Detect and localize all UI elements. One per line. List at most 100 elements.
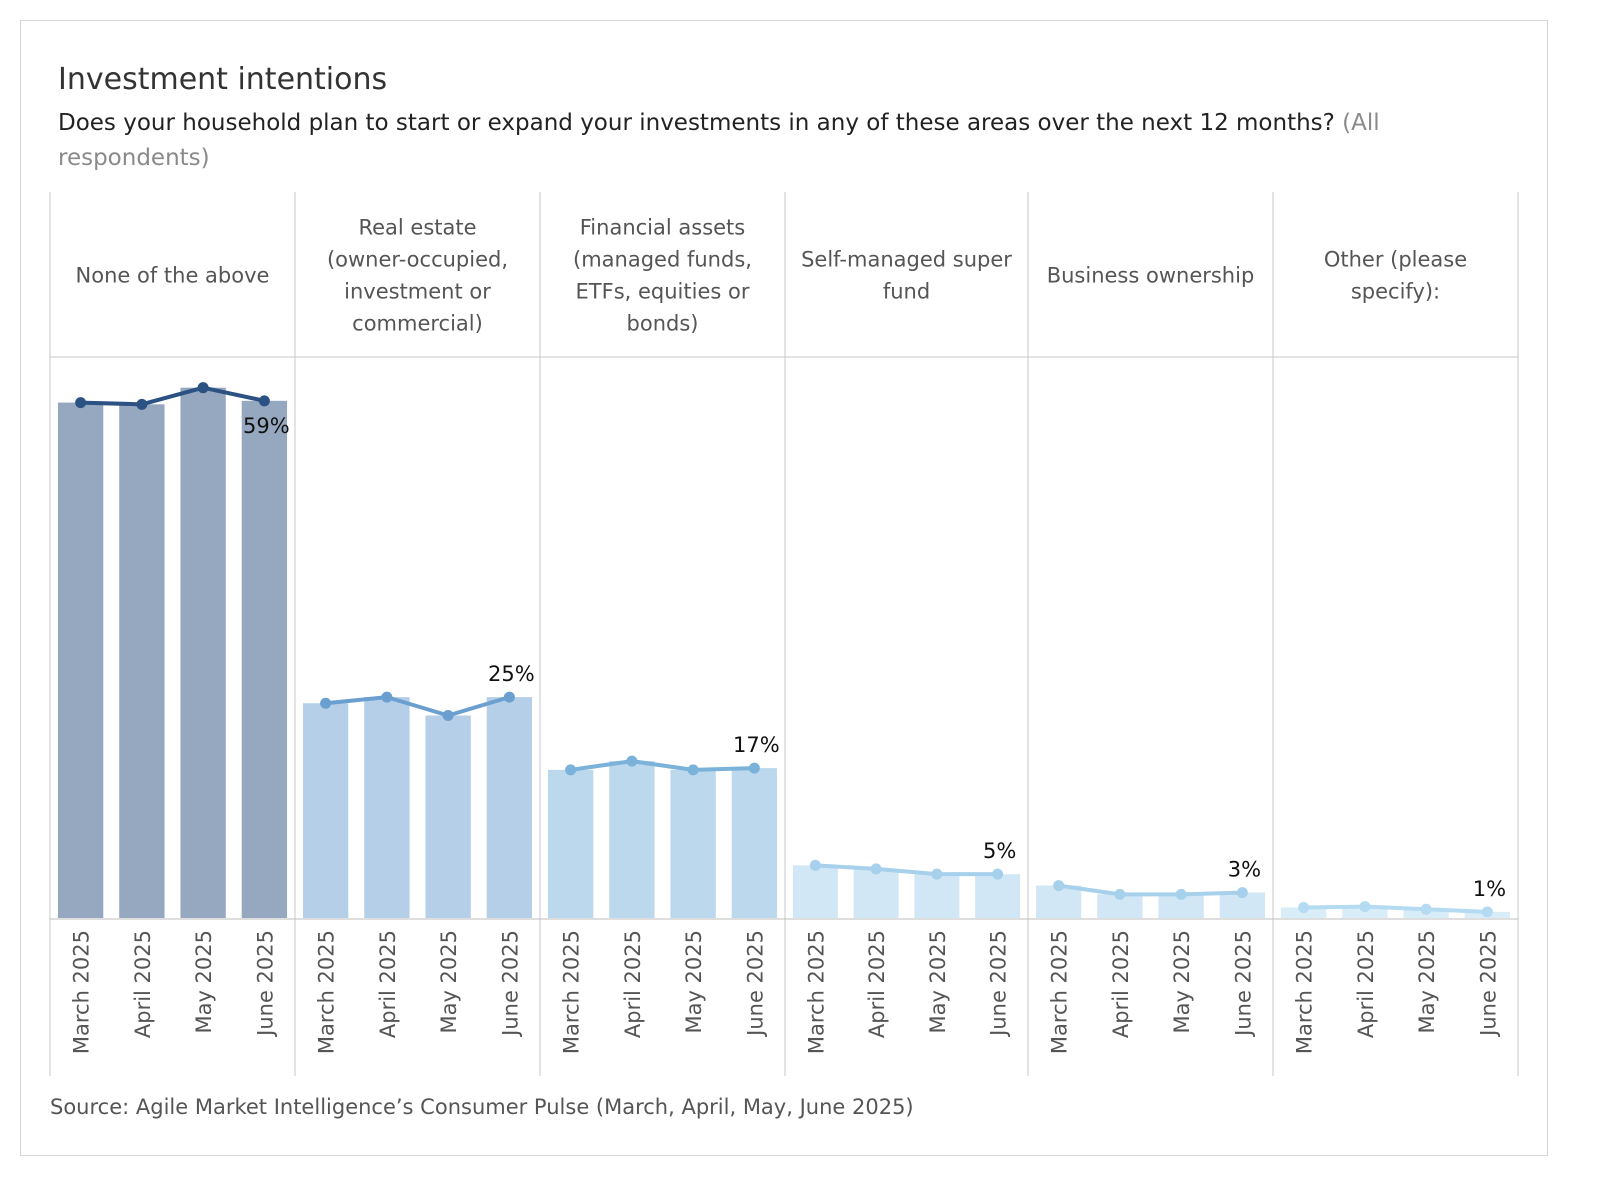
- panel-header-label: specify):: [1351, 280, 1440, 304]
- panel-header-label: Real estate: [358, 216, 476, 240]
- category-label: March 2025: [560, 930, 584, 1054]
- panel-header-label: bonds): [627, 312, 699, 336]
- panel-header-label: (owner-occupied,: [327, 248, 508, 272]
- data-point: [320, 697, 332, 709]
- category-label: June 2025: [498, 930, 522, 1038]
- data-label: 5%: [983, 839, 1016, 863]
- panel-header-label: ETFs, equities or: [576, 280, 750, 304]
- data-point: [565, 764, 577, 776]
- data-label: 59%: [243, 414, 290, 438]
- bar: [486, 697, 533, 918]
- data-point: [748, 762, 760, 774]
- panel-header-label: Business ownership: [1047, 264, 1255, 288]
- bar: [57, 402, 104, 918]
- data-point: [1114, 888, 1126, 900]
- data-point: [1236, 887, 1248, 899]
- bar: [1158, 894, 1204, 918]
- data-point: [442, 710, 454, 722]
- data-point: [503, 691, 515, 703]
- panel-header-label: fund: [883, 280, 930, 304]
- subtitle-note: (All respondents): [58, 110, 1380, 171]
- panel-header-label: None of the above: [76, 264, 270, 288]
- data-point: [1175, 888, 1187, 900]
- data-point: [75, 397, 87, 409]
- series-line: [80, 385, 265, 407]
- category-label: May 2025: [926, 930, 950, 1034]
- category-label: June 2025: [1231, 930, 1255, 1038]
- bar: [792, 865, 838, 918]
- series-line: [325, 695, 510, 718]
- category-label: March 2025: [804, 930, 828, 1054]
- bar: [853, 868, 899, 918]
- data-point: [381, 691, 393, 703]
- data-point: [870, 863, 882, 875]
- category-label: June 2025: [987, 930, 1011, 1038]
- category-label: May 2025: [1415, 930, 1439, 1034]
- category-label: April 2025: [131, 930, 155, 1038]
- panel-header-label: Self-managed super: [801, 248, 1012, 272]
- subtitle-question: Does your household plan to start or exp…: [58, 110, 1335, 136]
- category-label: May 2025: [437, 930, 461, 1034]
- bar: [119, 404, 165, 919]
- data-label: 3%: [1228, 858, 1261, 882]
- data-point: [1053, 880, 1065, 892]
- bar: [670, 769, 716, 918]
- category-label: March 2025: [315, 930, 339, 1054]
- category-label: April 2025: [621, 930, 645, 1038]
- data-point: [1359, 901, 1371, 913]
- bar: [241, 400, 288, 918]
- category-label: May 2025: [682, 930, 706, 1034]
- bar: [975, 874, 1021, 918]
- data-label: 25%: [488, 662, 535, 686]
- bar: [1342, 906, 1388, 918]
- category-label: April 2025: [376, 930, 400, 1038]
- category-label: April 2025: [1109, 930, 1133, 1038]
- category-label: June 2025: [253, 930, 277, 1038]
- data-point: [1298, 901, 1310, 913]
- bar: [609, 761, 655, 918]
- data-point: [197, 382, 209, 394]
- data-label: 17%: [733, 733, 780, 757]
- category-label: June 2025: [1476, 930, 1500, 1038]
- category-label: March 2025: [1048, 930, 1072, 1054]
- panel-header-label: investment or: [344, 280, 491, 304]
- data-point: [1481, 906, 1493, 918]
- panel-header-label: Other (please: [1324, 248, 1467, 272]
- bar: [731, 768, 778, 918]
- source-note: Source: Agile Market Intelligence’s Cons…: [50, 1095, 914, 1119]
- bar: [547, 769, 594, 918]
- chart-frame: [20, 20, 1548, 1156]
- series-line: [1303, 904, 1488, 914]
- series-line: [570, 759, 755, 772]
- bar: [180, 387, 226, 918]
- data-point: [809, 859, 821, 871]
- panel-header-label: (managed funds,: [573, 248, 752, 272]
- data-label: 1%: [1473, 877, 1506, 901]
- panel-header-label: commercial): [352, 312, 483, 336]
- data-point: [626, 755, 638, 767]
- category-label: April 2025: [865, 930, 889, 1038]
- category-label: March 2025: [70, 930, 94, 1054]
- category-label: June 2025: [743, 930, 767, 1038]
- series-line: [815, 863, 998, 877]
- chart-subtitle: Does your household plan to start or exp…: [58, 106, 1478, 176]
- bar: [914, 874, 960, 918]
- data-point: [687, 764, 699, 776]
- data-point: [1420, 903, 1432, 915]
- bar: [364, 697, 410, 918]
- category-label: May 2025: [192, 930, 216, 1034]
- panel-header-label: Financial assets: [580, 216, 745, 240]
- category-label: March 2025: [1293, 930, 1317, 1054]
- data-point: [931, 868, 943, 880]
- category-label: May 2025: [1170, 930, 1194, 1034]
- bar: [302, 703, 349, 918]
- data-point: [136, 398, 148, 410]
- data-point: [258, 395, 270, 407]
- series-line: [1058, 883, 1243, 897]
- chart-title: Investment intentions: [58, 62, 388, 97]
- bar: [1097, 894, 1143, 918]
- bar: [425, 715, 471, 918]
- category-label: April 2025: [1354, 930, 1378, 1038]
- data-point: [992, 868, 1004, 880]
